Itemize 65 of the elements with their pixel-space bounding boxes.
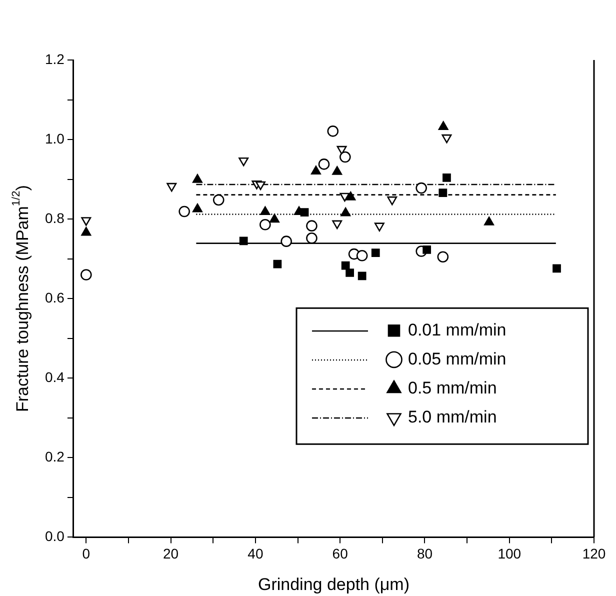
point bbox=[340, 192, 350, 202]
point bbox=[332, 166, 342, 175]
legend-label: 5.0 mm/min bbox=[408, 407, 497, 426]
x-tick-label: 100 bbox=[498, 545, 522, 562]
point bbox=[442, 134, 452, 144]
y-axis-title: Fracture toughness (MPam1/2) bbox=[10, 185, 32, 412]
point bbox=[341, 261, 350, 270]
point bbox=[166, 182, 177, 192]
point bbox=[300, 208, 309, 216]
point bbox=[356, 250, 368, 262]
x-axis-title: Grinding depth (μm) bbox=[258, 574, 410, 594]
point bbox=[374, 222, 384, 232]
point bbox=[416, 182, 427, 194]
point bbox=[306, 220, 318, 232]
point bbox=[178, 206, 190, 218]
point bbox=[358, 272, 366, 280]
point bbox=[346, 268, 354, 277]
point bbox=[340, 207, 351, 216]
point bbox=[336, 146, 347, 155]
point bbox=[192, 174, 202, 183]
point bbox=[280, 236, 292, 247]
point bbox=[437, 251, 449, 262]
x-tick-label: 40 bbox=[248, 545, 264, 562]
point bbox=[81, 226, 92, 236]
x-tick-label: 20 bbox=[163, 545, 179, 562]
x-tick-label: 120 bbox=[582, 545, 606, 562]
legend-label: 0.05 mm/min bbox=[408, 349, 506, 368]
point bbox=[442, 174, 451, 182]
point bbox=[422, 246, 432, 254]
point bbox=[387, 196, 398, 206]
y-tick-label: 1.0 bbox=[44, 130, 65, 146]
point bbox=[260, 206, 270, 216]
point bbox=[332, 220, 342, 230]
point bbox=[438, 121, 448, 130]
x-tick-label: 0 bbox=[82, 545, 90, 562]
x-tick-label: 80 bbox=[416, 545, 433, 562]
x-tick-label: 60 bbox=[332, 545, 348, 562]
point bbox=[327, 126, 339, 137]
point bbox=[80, 269, 92, 280]
y-tick-label: 0.6 bbox=[44, 289, 65, 306]
y-tick-label: 0.2 bbox=[44, 448, 65, 465]
point bbox=[239, 236, 248, 246]
point bbox=[212, 194, 224, 206]
point bbox=[371, 248, 380, 258]
y-tick-label: 0.4 bbox=[44, 368, 65, 385]
y-tick-label: 0.0 bbox=[44, 528, 65, 544]
point bbox=[306, 232, 318, 244]
point bbox=[192, 203, 202, 212]
point bbox=[318, 158, 330, 170]
legend-label: 0.5 mm/min bbox=[408, 378, 497, 398]
legend-label: 0.01 mm/min bbox=[408, 320, 506, 340]
point bbox=[438, 188, 448, 198]
y-tick-label: 0.8 bbox=[44, 210, 65, 226]
point bbox=[273, 260, 282, 268]
point bbox=[260, 218, 271, 230]
point bbox=[552, 264, 561, 273]
point bbox=[256, 181, 266, 190]
point bbox=[484, 216, 494, 226]
point bbox=[340, 151, 351, 163]
point bbox=[81, 217, 92, 226]
point bbox=[310, 166, 321, 174]
point bbox=[346, 192, 356, 200]
point bbox=[270, 214, 280, 223]
point bbox=[238, 157, 249, 166]
y-tick-label: 1.2 bbox=[44, 50, 65, 67]
